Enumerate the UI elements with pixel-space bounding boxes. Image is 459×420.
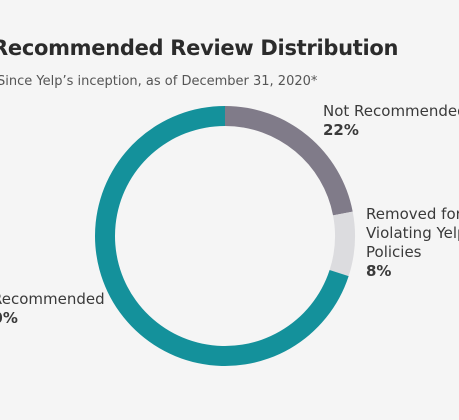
recommended-percent: 70% bbox=[0, 309, 18, 327]
removed-name-line2: Violating Yelp’s bbox=[366, 224, 459, 242]
removed-name-line3: Policies bbox=[366, 243, 422, 261]
removed-percent: 8% bbox=[366, 262, 392, 280]
chart-title: Recommended Review Distribution bbox=[0, 36, 399, 60]
not-recommended-name: Not Recommended bbox=[323, 102, 459, 120]
recommended-label: Recommended 70% bbox=[0, 290, 105, 328]
slice-removed-for-violating-yelp-s-policies bbox=[329, 211, 355, 277]
not-recommended-percent: 22% bbox=[323, 121, 359, 139]
removed-name-line1: Removed for bbox=[366, 205, 459, 223]
slice-not-recommended bbox=[225, 106, 353, 216]
recommended-name: Recommended bbox=[0, 290, 105, 308]
removed-label: Removed for Violating Yelp’s Policies 8% bbox=[366, 205, 459, 281]
not-recommended-label: Not Recommended 22% bbox=[323, 102, 459, 140]
chart-subtitle: Since Yelp’s inception, as of December 3… bbox=[0, 74, 318, 89]
